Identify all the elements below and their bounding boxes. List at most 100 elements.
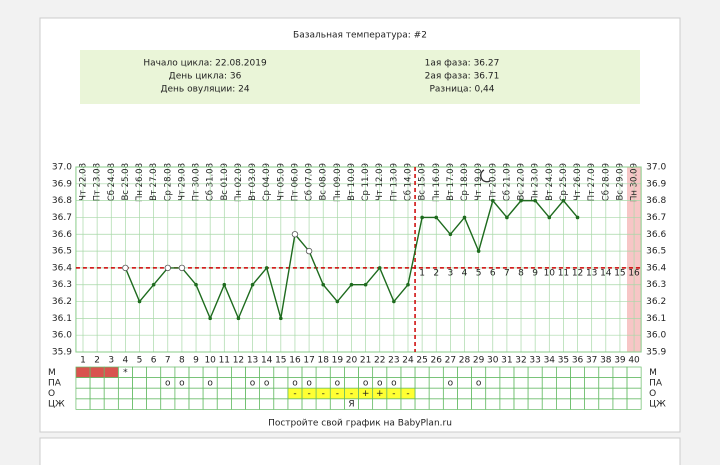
open-marker [291,231,299,238]
date-label: Чт 29.08 [177,163,187,201]
x-tick-label: 4 [123,356,129,366]
date-label: Пн 26.08 [135,163,145,202]
temperature-point [137,299,142,304]
luteal-day: 3 [448,269,454,279]
y-tick-label: 36.1 [52,314,72,324]
row-mark: o [448,378,454,388]
y-tick-label-right: 36.3 [646,280,666,290]
y-tick-label: 35.9 [52,348,72,358]
y-tick-label: 36.5 [52,247,72,257]
x-tick-label: 26 [431,356,443,366]
row-mark: - [392,389,395,399]
y-tick-label-right: 36.8 [646,196,666,206]
temperature-point [151,282,156,287]
temperature-point [363,282,368,287]
y-tick-label-right: 36.0 [646,331,666,341]
row-mark: + [362,389,370,399]
row-label-right: М [649,368,657,378]
y-tick-label: 36.9 [52,179,72,189]
luteal-day: 13 [586,269,597,279]
x-tick-label: 33 [529,356,540,366]
x-tick-label: 39 [614,356,626,366]
temperature-point [321,282,326,287]
temperature-point [533,198,537,203]
temperature-point [434,215,439,220]
row-fill [400,388,416,399]
y-tick-label: 37.0 [52,163,72,173]
row-label: ПА [48,378,62,388]
plot-frame [75,166,642,353]
x-tick-label: 24 [402,356,414,366]
date-label: Сб 21.09 [502,163,512,201]
y-tick-label: 36.4 [52,263,72,273]
row-mark: - [307,389,310,399]
x-tick-label: 22 [374,356,385,366]
x-tick-label: 21 [360,356,371,366]
date-label: Пт 13.09 [389,163,399,201]
temperature-point [420,215,424,220]
row-fill [302,388,317,399]
temperature-point [250,282,255,287]
y-tick-label-right: 36.7 [646,213,666,223]
date-label: Вс 29.09 [615,163,625,201]
date-label: Пн 09.09 [333,163,343,202]
row-fill [75,367,91,378]
temperature-point [519,198,523,203]
y-tick-label-right: 36.6 [646,230,666,240]
row-mark: - [322,389,325,399]
y-tick-label-right: 36.4 [646,263,666,273]
date-label: Пн 02.09 [234,163,244,202]
temperature-point [476,249,481,253]
x-tick-label: 35 [558,356,569,366]
open-marker [164,264,171,272]
row-mark: o [476,378,482,388]
row-fill [90,367,105,378]
x-tick-label: 18 [317,356,329,366]
row-mark: o [306,378,312,388]
x-tick-label: 38 [600,356,612,366]
date-label: Пт 23.08 [93,163,103,201]
date-label: Сб 14.09 [403,163,413,201]
temperature-point [462,215,467,220]
info-right: 2ая фаза: 36.71 [425,72,500,82]
x-tick-label: 34 [544,356,556,366]
x-tick-label: 14 [261,356,273,366]
y-tick-label: 36.7 [52,213,72,223]
x-tick-label: 20 [346,356,358,366]
row-mark: Я [348,400,354,410]
date-label: Вт 27.08 [149,163,159,201]
row-label-right: ПА [649,378,663,388]
temperature-point [377,266,382,270]
row-mark: * [123,368,128,378]
luteal-day: 12 [572,269,583,279]
info-right: 1ая фаза: 36.27 [425,59,500,69]
x-tick-label: 5 [137,356,143,366]
date-label: Пт 06.09 [290,163,300,201]
temperature-point [505,215,509,220]
temperature-point [236,316,241,321]
row-fill [287,388,303,399]
footer: Постройте свой график на BabyPlan.ru [268,419,452,429]
x-tick-label: 10 [204,356,216,366]
row-mark: o [207,378,213,388]
x-tick-label: 37 [586,356,597,366]
luteal-day: 14 [600,269,612,279]
row-fill [386,388,401,399]
y-tick-label: 36.6 [52,230,72,240]
x-tick-label: 40 [628,356,640,366]
row-cell [626,398,642,410]
chart-title: Базальная температура: #2 [293,31,427,41]
date-label: Сб 31.08 [206,163,216,201]
date-label: Вс 15.09 [418,163,428,201]
date-label: Чт 22.08 [79,163,89,201]
row-mark: o [377,378,383,388]
info-left: Начало цикла: 22.08.2019 [143,59,267,69]
date-label: Пт 30.08 [192,163,202,201]
y-tick-label-right: 36.2 [646,297,666,307]
x-tick-label: 9 [193,356,199,366]
open-marker [122,264,129,272]
date-label: Ср 04.09 [262,163,272,201]
x-tick-label: 29 [473,356,485,366]
row-fill [344,388,359,399]
